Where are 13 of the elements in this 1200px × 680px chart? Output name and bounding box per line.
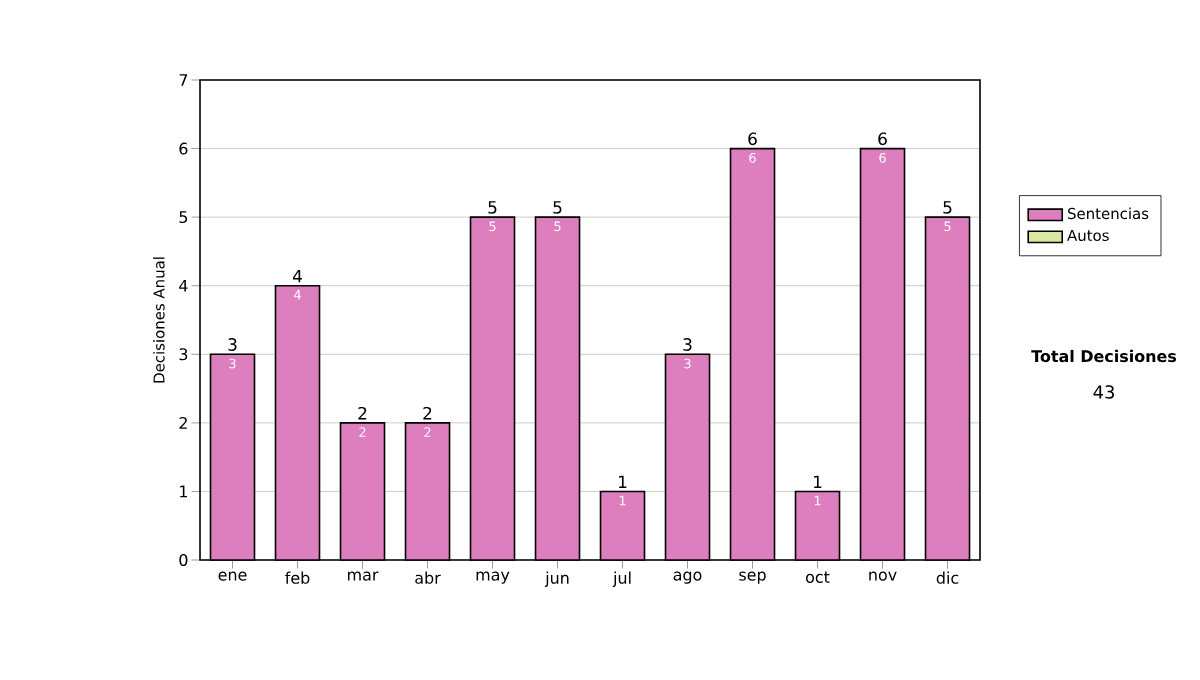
text: 43 xyxy=(1093,385,1114,399)
total-label: 3 xyxy=(228,338,237,351)
total-label: 5 xyxy=(488,201,497,214)
total-label: 5 xyxy=(943,201,952,214)
total-label: 6 xyxy=(878,132,887,146)
total-label: 2 xyxy=(423,406,432,420)
total-label: 2 xyxy=(358,406,367,420)
total-label: 6 xyxy=(748,132,757,146)
total-label: 4 xyxy=(292,269,302,283)
total-label: 5 xyxy=(553,201,562,214)
total-label: 1 xyxy=(814,475,822,489)
total-label: 1 xyxy=(619,475,627,489)
total-label: 3 xyxy=(683,338,692,351)
